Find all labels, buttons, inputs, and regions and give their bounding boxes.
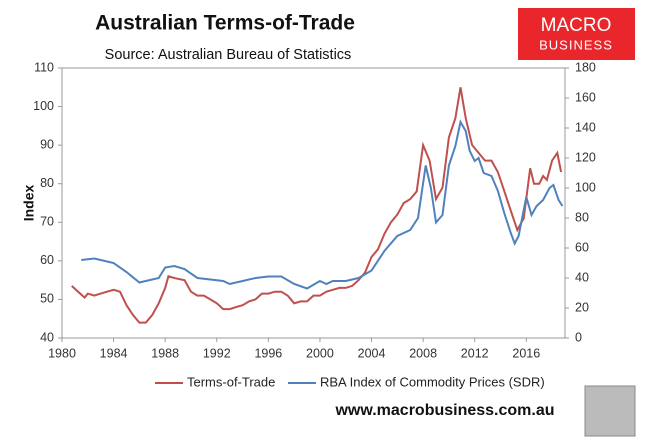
x-tick-label: 1980 [48, 346, 76, 360]
footer-url: www.macrobusiness.com.au [334, 402, 554, 419]
y2-tick-label: 100 [575, 180, 596, 194]
legend-label: Terms-of-Trade [187, 374, 275, 389]
y-tick-label: 60 [40, 253, 54, 267]
x-tick-label: 1984 [100, 346, 128, 360]
y-tick-label: 100 [33, 99, 54, 113]
y2-tick-label: 80 [575, 210, 589, 224]
y-tick-label: 110 [34, 60, 54, 74]
y2-tick-label: 140 [575, 120, 596, 134]
x-tick-label: 2008 [409, 346, 437, 360]
y2-tick-label: 20 [575, 300, 589, 314]
y-axis-label: Index [21, 185, 37, 222]
logo-box [518, 8, 635, 60]
x-tick-label: 2004 [358, 346, 386, 360]
x-tick-label: 1992 [203, 346, 231, 360]
x-tick-label: 2016 [512, 346, 540, 360]
series-line [81, 119, 564, 290]
chart-subtitle: Source: Australian Bureau of Statistics [105, 47, 352, 63]
y2-tick-label: 160 [575, 90, 596, 104]
legend-label: RBA Index of Commodity Prices (SDR) [320, 374, 545, 389]
series-line [71, 87, 563, 324]
y-tick-label: 90 [40, 137, 54, 151]
x-tick-label: 2000 [306, 346, 334, 360]
y-tick-label: 70 [40, 215, 54, 229]
x-tick-label: 2012 [461, 346, 489, 360]
logo-text: MACRO [541, 15, 612, 36]
y2-tick-label: 180 [575, 60, 596, 74]
x-tick-label: 1988 [151, 346, 179, 360]
y-tick-label: 80 [40, 176, 54, 190]
wolf-icon [584, 385, 636, 437]
x-tick-label: 1996 [254, 346, 282, 360]
chart-title: Australian Terms-of-Trade [95, 12, 355, 35]
y2-tick-label: 60 [575, 240, 589, 254]
y-tick-label: 40 [40, 330, 54, 344]
y2-tick-label: 120 [575, 150, 596, 164]
y-tick-label: 50 [40, 292, 54, 306]
y2-tick-label: 0 [575, 330, 582, 344]
plot-frame [61, 67, 566, 339]
y2-tick-label: 40 [575, 270, 589, 284]
logo-text: BUSINESS [539, 37, 613, 52]
